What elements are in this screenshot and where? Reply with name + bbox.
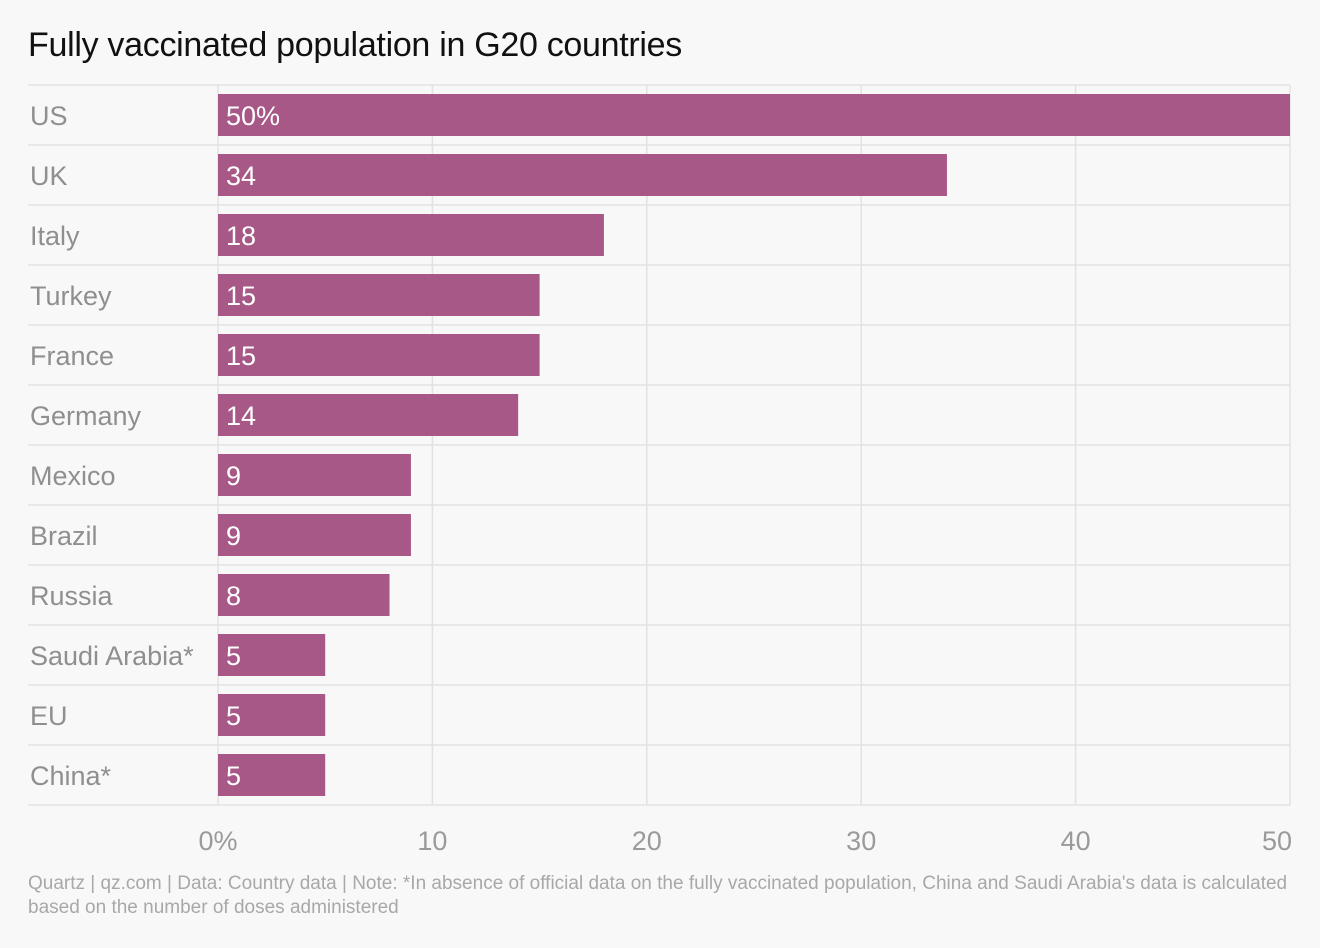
chart-title: Fully vaccinated population in G20 count…	[28, 26, 682, 64]
data-label: 15	[226, 281, 256, 311]
data-label: 5	[226, 761, 241, 791]
bar	[218, 694, 326, 736]
x-tick-label: 20	[632, 826, 662, 856]
category-label: China*	[30, 761, 112, 791]
category-label: Mexico	[30, 461, 116, 491]
x-tick-label: 30	[846, 826, 876, 856]
data-label: 15	[226, 341, 256, 371]
grid-layer	[28, 84, 1291, 806]
bars-layer	[218, 94, 1290, 796]
bar	[218, 634, 326, 676]
data-label: 50%	[226, 101, 280, 131]
data-label: 5	[226, 701, 241, 731]
data-label: 8	[226, 581, 241, 611]
category-label: France	[30, 341, 114, 371]
bar	[218, 154, 947, 196]
category-label: Russia	[30, 581, 114, 611]
x-tick-label: 0%	[198, 826, 237, 856]
bar	[218, 514, 411, 556]
bar	[218, 274, 540, 316]
x-tick-label: 10	[417, 826, 447, 856]
x-tick-label: 50	[1262, 826, 1292, 856]
data-label: 34	[226, 161, 256, 191]
bar	[218, 214, 604, 256]
bar	[218, 754, 326, 796]
category-label: Germany	[30, 401, 142, 431]
data-label: 5	[226, 641, 241, 671]
category-label: Saudi Arabia*	[30, 641, 194, 671]
chart-footer: Quartz | qz.com | Data: Country data | N…	[28, 873, 1288, 918]
category-label: Turkey	[30, 281, 112, 311]
category-label: Brazil	[30, 521, 98, 551]
data-label: 14	[226, 401, 256, 431]
bar	[218, 94, 1290, 136]
bar	[218, 394, 519, 436]
category-label: Italy	[30, 221, 80, 251]
x-axis-ticks: 0% 10 20 30 40 50	[198, 826, 1292, 856]
data-label: 9	[226, 461, 241, 491]
labels-layer: US 50% UK 34 Italy 18 Turkey 15 France 15 Germany 1…	[30, 101, 280, 791]
x-tick-label: 40	[1061, 826, 1091, 856]
category-label: EU	[30, 701, 68, 731]
data-label: 9	[226, 521, 241, 551]
category-label: UK	[30, 161, 68, 191]
bar	[218, 574, 390, 616]
bar	[218, 454, 411, 496]
data-label: 18	[226, 221, 256, 251]
category-label: US	[30, 101, 68, 131]
bar	[218, 334, 540, 376]
